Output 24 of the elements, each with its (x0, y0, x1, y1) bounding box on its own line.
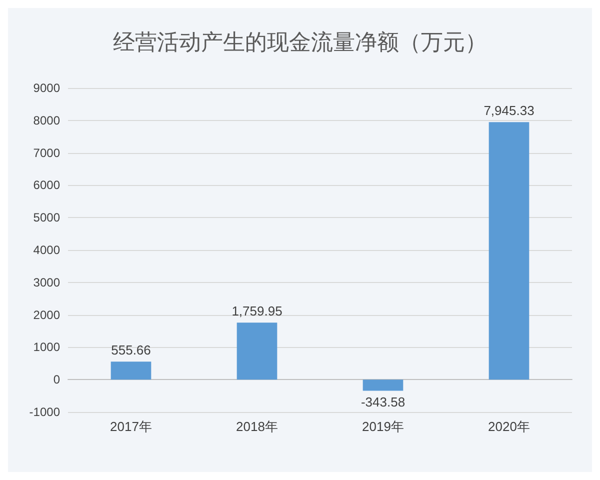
data-label: 555.66 (111, 342, 151, 358)
chart-title: 经营活动产生的现金流量净额（万元） (113, 30, 487, 54)
x-tick-label: 2019年 (362, 419, 404, 434)
data-label: 1,759.95 (232, 304, 282, 319)
x-tick-label: 2017年 (110, 419, 152, 434)
bar (236, 322, 278, 380)
bar (110, 362, 152, 380)
data-label: -343.58 (360, 394, 406, 410)
y-tick-label: 5000 (33, 210, 60, 225)
bar (488, 122, 530, 380)
x-tick-label: 2020年 (488, 419, 530, 434)
y-tick-label: 1000 (33, 340, 60, 354)
y-tick-label: 7000 (33, 146, 60, 160)
y-tick-label: -1000 (29, 405, 60, 419)
y-tick-label: 0 (53, 372, 60, 387)
y-tick-label: 3000 (33, 275, 60, 290)
y-tick-label: 8000 (33, 113, 60, 128)
y-tick-label: 9000 (33, 81, 60, 95)
y-tick-label: 2000 (33, 308, 60, 322)
x-tick-label: 2018年 (236, 419, 278, 434)
y-tick-label: 6000 (33, 178, 60, 192)
data-label: 7,945.33 (484, 103, 534, 118)
bar (362, 380, 404, 391)
y-tick-label: 4000 (33, 243, 60, 257)
